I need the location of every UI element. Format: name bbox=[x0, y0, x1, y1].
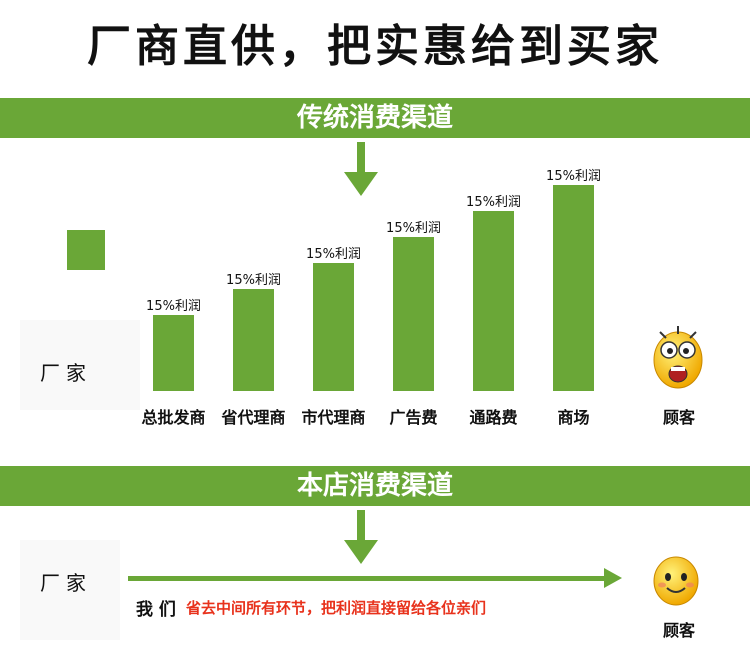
stage-label-6: 商场 bbox=[557, 408, 590, 427]
down-arrow-icon-2 bbox=[357, 510, 365, 542]
shocked-face-icon bbox=[653, 326, 703, 389]
stage-label-5: 通路费 bbox=[469, 408, 518, 427]
stage-label-1: 总批发商 bbox=[141, 408, 206, 427]
bar-profit-label-5: 15%利润 bbox=[466, 195, 521, 210]
down-arrow-head-icon-2 bbox=[344, 540, 378, 564]
factory-box-2 bbox=[20, 540, 120, 640]
direct-arrow-line bbox=[128, 576, 610, 581]
page-headline: 厂商直供，把实惠给到买家 bbox=[87, 21, 663, 72]
factory-label: 厂家 bbox=[40, 361, 92, 385]
bar-profit-label-4: 15%利润 bbox=[386, 221, 441, 236]
bar-4 bbox=[393, 237, 434, 391]
bar-profit-label-1: 15%利润 bbox=[146, 299, 201, 314]
decorative-square bbox=[67, 230, 105, 270]
bar-profit-label-3: 15%利润 bbox=[306, 247, 361, 262]
customer-label-store: 顾客 bbox=[662, 621, 695, 640]
stage-label-3: 市代理商 bbox=[301, 408, 366, 427]
bar-profit-label-2: 15%利润 bbox=[226, 273, 281, 288]
down-arrow-icon bbox=[357, 142, 365, 174]
bar-profit-label-6: 15%利润 bbox=[546, 169, 601, 184]
stage-label-2: 省代理商 bbox=[221, 408, 286, 427]
traditional-channel-band: 传统消费渠道 bbox=[0, 98, 750, 138]
bar-5 bbox=[473, 211, 514, 391]
direct-arrow-head-icon bbox=[604, 568, 622, 588]
smiling-face-icon bbox=[653, 556, 699, 606]
traditional-bar-chart: 15%利润总批发商 15%利润省代理商 15%利润市代理商 15%利润广告费 15%利润… bbox=[141, 169, 601, 427]
factory-box bbox=[20, 320, 140, 410]
down-arrow-head-icon bbox=[344, 172, 378, 196]
bar-6 bbox=[553, 185, 594, 391]
slogan-text: 省去中间所有环节，把利润直接留给各位亲们 bbox=[186, 599, 487, 617]
stage-label-4: 广告费 bbox=[389, 408, 438, 427]
factory-label-2: 厂家 bbox=[40, 571, 92, 595]
bar-3 bbox=[313, 263, 354, 391]
customer-label-traditional: 顾客 bbox=[662, 408, 695, 427]
store-channel-band: 本店消费渠道 bbox=[0, 466, 750, 506]
bar-1 bbox=[153, 315, 194, 391]
we-label: 我 们 bbox=[136, 600, 176, 620]
bar-2 bbox=[233, 289, 274, 391]
